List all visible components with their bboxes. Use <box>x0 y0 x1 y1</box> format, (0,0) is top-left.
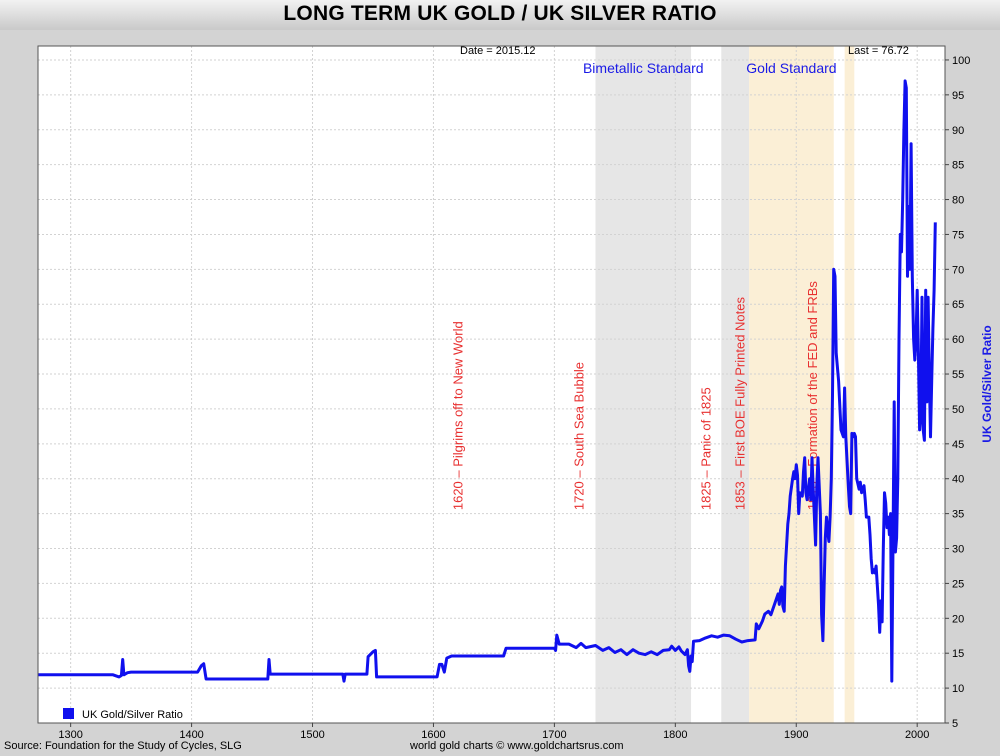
legend-swatch <box>63 708 74 719</box>
x-tick-label: 2000 <box>905 729 929 741</box>
plot-border <box>37 45 946 724</box>
footer-source: Source: Foundation for the Study of Cycl… <box>4 740 242 752</box>
annotation-0: 1620 – Pilgrims off to New World <box>451 321 466 510</box>
region-label-2: Gold Standard <box>746 60 836 76</box>
series-line <box>38 79 937 683</box>
x-tick-label: 1900 <box>784 729 808 741</box>
y-tick-label: 5 <box>952 718 958 730</box>
region-label-0: Bimetallic Standard <box>583 60 704 76</box>
annotation-3: 1853 – First BOE Fully Printed Notes <box>732 296 747 510</box>
legend-entry: UK Gold/Silver Ratio <box>82 709 183 721</box>
y-tick-label: 80 <box>952 195 964 207</box>
chart-title: LONG TERM UK GOLD / UK SILVER RATIO <box>283 2 717 25</box>
footer-site: world gold charts © www.goldchartsrus.co… <box>410 740 624 752</box>
annotation-4: 1913 – Formation of the FED and FRBs <box>805 281 820 511</box>
y-tick-label: 90 <box>952 125 964 137</box>
y-tick-label: 30 <box>952 544 964 556</box>
y-tick-label: 65 <box>952 299 964 311</box>
header-last: Last = 76.72 <box>848 45 909 57</box>
y-tick-label: 95 <box>952 90 964 102</box>
y-tick-label: 10 <box>952 683 964 695</box>
y-tick-label: 85 <box>952 160 964 172</box>
x-tick-label: 1300 <box>58 729 82 741</box>
title-bar: LONG TERM UK GOLD / UK SILVER RATIO <box>0 0 1000 31</box>
x-tick-label: 1400 <box>179 729 203 741</box>
y-tick-label: 20 <box>952 613 964 625</box>
shaded-region-0 <box>595 46 692 723</box>
y-axis-label: UK Gold/Silver Ratio <box>980 325 994 442</box>
annotation-1: 1720 – South Sea Bubble <box>572 362 587 510</box>
y-tick-label: 25 <box>952 578 964 590</box>
y-tick-label: 35 <box>952 509 964 521</box>
y-tick-label: 45 <box>952 439 964 451</box>
y-tick-label: 55 <box>952 369 964 381</box>
y-tick-label: 40 <box>952 474 964 486</box>
x-tick-label: 1600 <box>421 729 445 741</box>
shaded-region-1 <box>721 46 750 723</box>
y-tick-label: 15 <box>952 648 964 660</box>
x-tick-label: 1800 <box>663 729 687 741</box>
annotation-2: 1825 – Panic of 1825 <box>699 387 714 510</box>
legend: UK Gold/Silver Ratio <box>63 708 183 721</box>
x-tick-label: 1700 <box>542 729 566 741</box>
shaded-region-2 <box>749 46 834 723</box>
y-tick-label: 50 <box>952 404 964 416</box>
y-tick-label: 75 <box>952 229 964 241</box>
y-tick-label: 60 <box>952 334 964 346</box>
shaded-region-3 <box>844 46 855 723</box>
y-tick-label: 70 <box>952 264 964 276</box>
x-tick-label: 1500 <box>300 729 324 741</box>
y-tick-label: 100 <box>952 55 970 67</box>
header-date: Date = 2015.12 <box>460 45 536 57</box>
